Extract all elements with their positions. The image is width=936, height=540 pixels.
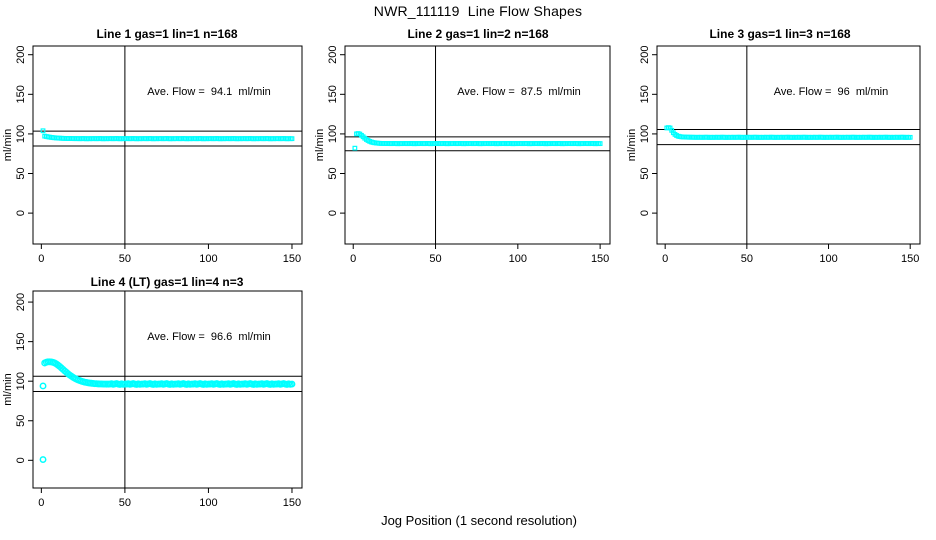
x-tick-label: 100 [199, 253, 217, 265]
axes: 0 50 100 150 0 50 100 150 200 ml/min [2, 293, 301, 509]
figure-title: NWR_111119 Line Flow Shapes [373, 3, 583, 19]
data-point [352, 145, 358, 151]
y-tick-label: 150 [15, 332, 27, 350]
data-points [39, 358, 296, 463]
data-point [39, 382, 47, 390]
y-axis-title: ml/min [2, 129, 14, 161]
data-point [40, 128, 46, 134]
axes: 0 50 100 150 0 50 100 150 200 ml/min [626, 46, 919, 265]
y-axis-title: ml/min [314, 129, 326, 161]
x-tick-label: 100 [199, 497, 217, 509]
panel-2-title: Line 2 gas=1 lin=2 n=168 [407, 27, 549, 41]
panel-3: 0 50 100 150 0 50 100 150 200 ml/min [626, 45, 921, 265]
y-tick-label: 150 [327, 85, 339, 103]
y-tick-label: 50 [639, 167, 651, 179]
y-axis-title: ml/min [2, 373, 14, 405]
x-tick-label: 0 [350, 253, 356, 265]
x-tick-label: 150 [901, 253, 919, 265]
panel-4-ave-flow-annotation: Ave. Flow = 96.6 ml/min [147, 331, 271, 343]
plot-box [344, 45, 611, 245]
x-tick-label: 50 [429, 253, 441, 265]
panel-2-ave-flow-annotation: Ave. Flow = 87.5 ml/min [457, 86, 581, 98]
x-tick-label: 100 [509, 253, 527, 265]
data-points [664, 125, 913, 140]
y-tick-label: 100 [15, 372, 27, 390]
y-tick-label: 150 [639, 85, 651, 103]
y-tick-label: 150 [15, 85, 27, 103]
y-tick-label: 50 [15, 167, 27, 179]
panel-1-ave-flow-annotation: Ave. Flow = 94.1 ml/min [147, 86, 271, 98]
x-tick-label: 0 [38, 253, 44, 265]
reference-lines [657, 46, 920, 244]
panel-4-title: Line 4 (LT) gas=1 lin=4 n=3 [90, 275, 244, 289]
data-point [597, 141, 603, 146]
y-tick-label: 0 [15, 457, 27, 463]
y-tick-label: 0 [15, 210, 27, 216]
data-point [39, 456, 47, 463]
y-tick-label: 100 [639, 125, 651, 143]
y-axis-title: ml/min [626, 129, 638, 161]
panel-1-title: Line 1 gas=1 lin=1 n=168 [96, 27, 238, 41]
x-tick-label: 50 [741, 253, 753, 265]
x-tick-label: 50 [119, 497, 131, 509]
reference-lines [33, 46, 302, 244]
plot-box [32, 290, 303, 489]
panel-3-ave-flow-annotation: Ave. Flow = 96 ml/min [773, 86, 889, 98]
y-tick-label: 100 [327, 125, 339, 143]
axes: 0 50 100 150 0 50 100 150 200 ml/min [2, 46, 301, 265]
panel-3-title: Line 3 gas=1 lin=3 n=168 [709, 27, 851, 41]
axes: 0 50 100 150 0 50 100 150 200 ml/min [314, 46, 609, 265]
y-tick-label: 100 [15, 125, 27, 143]
x-tick-label: 50 [119, 253, 131, 265]
x-tick-label: 0 [38, 497, 44, 509]
data-point [288, 380, 296, 388]
y-tick-label: 200 [639, 46, 651, 64]
data-point [289, 136, 295, 142]
x-tick-label: 100 [819, 253, 837, 265]
reference-lines [33, 291, 302, 488]
data-points [40, 128, 295, 142]
y-tick-label: 200 [327, 46, 339, 64]
y-tick-label: 50 [15, 415, 27, 427]
y-tick-label: 200 [15, 293, 27, 311]
x-axis-label: Jog Position (1 second resolution) [381, 513, 577, 528]
panel-1: 0 50 100 150 0 50 100 150 200 ml/min [2, 45, 303, 265]
plot-box [32, 45, 303, 245]
y-tick-label: 50 [327, 167, 339, 179]
y-tick-label: 0 [639, 210, 651, 216]
data-points [352, 131, 603, 151]
y-tick-label: 200 [15, 46, 27, 64]
panel-2: 0 50 100 150 0 50 100 150 200 ml/min [314, 45, 611, 265]
y-tick-label: 0 [327, 210, 339, 216]
data-point [907, 134, 913, 140]
panel-4: 0 50 100 150 0 50 100 150 200 ml/min [2, 290, 303, 509]
x-tick-label: 0 [662, 253, 668, 265]
x-tick-label: 150 [283, 253, 301, 265]
x-tick-label: 150 [591, 253, 609, 265]
x-tick-label: 150 [283, 497, 301, 509]
